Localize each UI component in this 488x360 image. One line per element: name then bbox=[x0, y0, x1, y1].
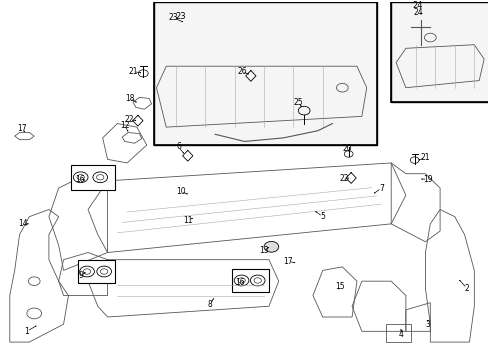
Text: 4: 4 bbox=[398, 330, 403, 339]
Circle shape bbox=[234, 275, 248, 286]
Bar bbox=[390, 2, 488, 102]
Text: 14: 14 bbox=[19, 219, 28, 228]
Text: 25: 25 bbox=[293, 98, 303, 107]
Text: 23: 23 bbox=[168, 13, 178, 22]
Bar bbox=[390, 2, 488, 102]
Text: 20: 20 bbox=[342, 144, 351, 153]
Text: 16: 16 bbox=[75, 175, 84, 184]
Circle shape bbox=[97, 266, 111, 277]
Text: 23: 23 bbox=[175, 12, 186, 21]
Bar bbox=[78, 260, 115, 283]
Circle shape bbox=[250, 275, 264, 286]
Text: 3: 3 bbox=[425, 320, 429, 329]
Text: 15: 15 bbox=[334, 282, 344, 291]
Text: 21: 21 bbox=[420, 153, 429, 162]
Text: 9: 9 bbox=[78, 271, 83, 280]
Text: 22: 22 bbox=[124, 116, 134, 125]
Text: 24: 24 bbox=[412, 1, 423, 10]
Text: 8: 8 bbox=[207, 300, 212, 309]
Circle shape bbox=[80, 266, 94, 277]
Text: 26: 26 bbox=[237, 67, 246, 76]
Text: 17: 17 bbox=[283, 257, 293, 266]
Text: 1: 1 bbox=[24, 327, 29, 336]
Text: 17: 17 bbox=[17, 125, 27, 134]
Bar bbox=[232, 269, 268, 292]
Text: 24: 24 bbox=[412, 8, 422, 17]
Text: 16: 16 bbox=[234, 279, 244, 288]
Text: 13: 13 bbox=[259, 246, 268, 255]
Bar bbox=[154, 2, 376, 145]
Circle shape bbox=[73, 172, 88, 183]
Circle shape bbox=[264, 242, 278, 252]
Text: 6: 6 bbox=[176, 142, 181, 151]
Text: 22: 22 bbox=[339, 174, 349, 183]
Circle shape bbox=[93, 172, 107, 183]
Text: 7: 7 bbox=[378, 184, 383, 193]
Text: 11: 11 bbox=[183, 216, 193, 225]
Text: 18: 18 bbox=[124, 94, 134, 103]
Bar bbox=[154, 2, 376, 145]
Text: 5: 5 bbox=[320, 212, 325, 221]
Text: 19: 19 bbox=[422, 175, 432, 184]
Text: 2: 2 bbox=[464, 284, 468, 293]
Bar bbox=[71, 165, 115, 190]
Text: 21: 21 bbox=[128, 67, 138, 76]
Text: 12: 12 bbox=[120, 121, 129, 130]
Text: 10: 10 bbox=[176, 187, 185, 196]
